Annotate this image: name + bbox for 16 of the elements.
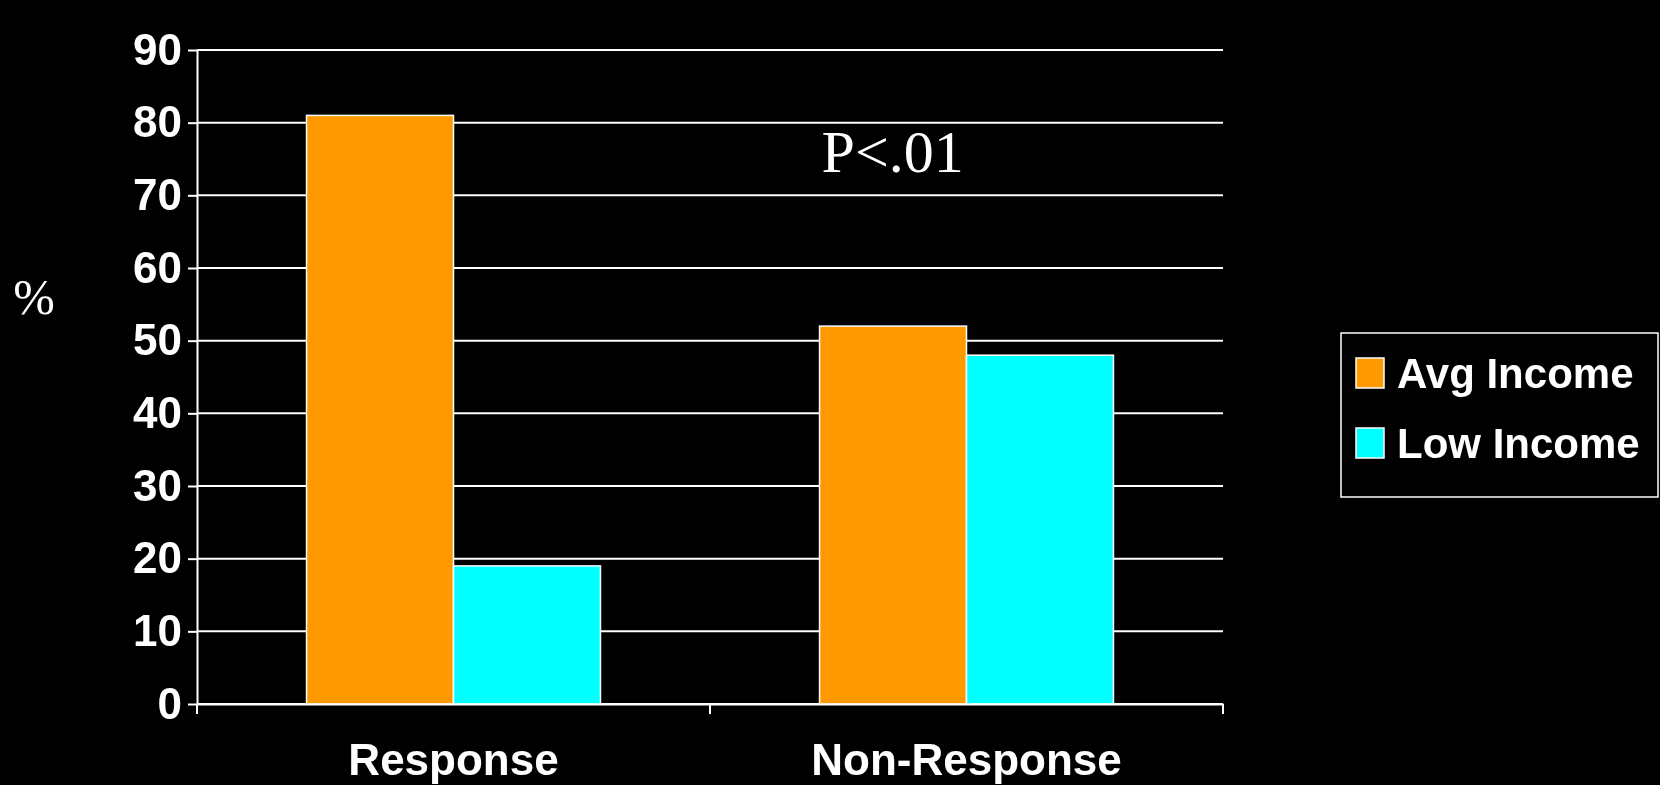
y-tick-label: 60 [133,242,182,292]
legend-label: Avg Income [1397,350,1634,397]
y-axis-title: % [13,269,55,325]
y-tick-label: 40 [133,387,182,437]
legend-label: Low Income [1397,420,1640,467]
y-tick-label: 20 [133,533,182,583]
x-tick-label: Non-Response [811,735,1122,785]
x-tick-label: Response [348,735,559,785]
y-tick-label: 30 [133,460,182,510]
annotation: P<.01 [821,119,964,185]
y-tick-label: 90 [133,24,182,74]
y-tick-label: 70 [133,169,182,219]
y-tick-label: 50 [133,315,182,365]
y-tick-label: 80 [133,97,182,147]
y-tick-label: 10 [133,605,182,655]
y-tick-label: 0 [157,678,182,728]
